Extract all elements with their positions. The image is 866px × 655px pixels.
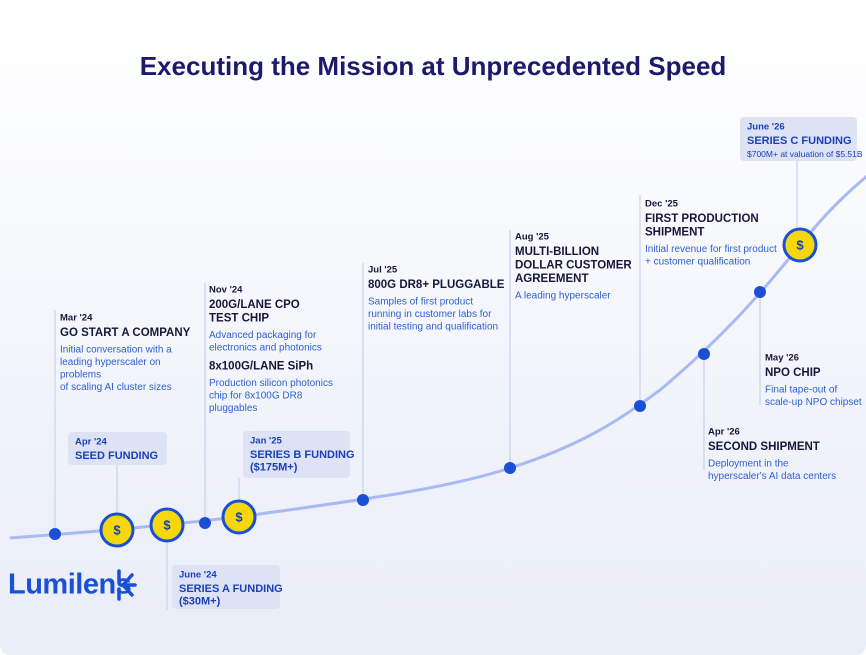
logo-text: Lumilens xyxy=(8,569,131,601)
milestone-subtitle: 8x100G/LANE SiPh xyxy=(209,361,313,373)
funding-box xyxy=(243,431,350,478)
milestone-date: Dec '25 xyxy=(645,199,679,210)
funding-title: ($175M+) xyxy=(250,461,298,473)
funding-coin xyxy=(149,507,185,543)
milestone-description: pluggables xyxy=(209,403,257,414)
milestone-title: SECOND SHIPMENT xyxy=(708,441,820,453)
logo-icon xyxy=(117,569,137,601)
milestone-title: DOLLAR CUSTOMER xyxy=(515,260,632,272)
milestone-date: Apr '26 xyxy=(708,427,740,438)
milestone-title: 800G DR8+ PLUGGABLE xyxy=(368,279,505,291)
milestone-title: GO START A COMPANY xyxy=(60,327,191,339)
milestone-description: Production silicon photonics xyxy=(209,378,333,389)
funding-title: SEED FUNDING xyxy=(75,450,158,462)
funding-box xyxy=(172,565,280,609)
milestone-description: problems xyxy=(60,370,101,381)
milestone-description: initial testing and qualification xyxy=(368,322,498,333)
milestone-dots xyxy=(49,286,766,540)
funding-date: Apr '24 xyxy=(75,437,108,448)
coin-symbol: $ xyxy=(113,522,121,537)
milestone-title: TEST CHIP xyxy=(209,313,269,325)
milestone-title: 200G/LANE CPO xyxy=(209,299,300,311)
funding-coin xyxy=(99,512,135,548)
funding-note: $700M+ at valuation of $5.51B xyxy=(747,149,863,159)
milestone-description: running in customer labs for xyxy=(368,309,492,320)
milestone-description: A leading hyperscaler xyxy=(515,291,611,302)
milestone-date: Aug '25 xyxy=(515,232,550,243)
milestone-description: Samples of first product xyxy=(368,297,473,308)
milestone-description: hyperscaler's AI data centers xyxy=(708,471,836,482)
milestone-title: AGREEMENT xyxy=(515,273,588,285)
milestone-date: Mar '24 xyxy=(60,313,93,324)
coin-symbol: $ xyxy=(796,237,804,252)
funding-title: ($30M+) xyxy=(179,595,221,607)
milestone-description: Initial revenue for first product xyxy=(645,244,777,255)
milestone-description: electronics and photonics xyxy=(209,343,322,354)
milestone-description: chip for 8x100G DR8 xyxy=(209,391,303,402)
coin-symbol: $ xyxy=(235,509,243,524)
milestone-date: Jul '25 xyxy=(368,265,398,276)
milestone-date: May '26 xyxy=(765,353,799,364)
funding-coin xyxy=(782,227,818,263)
funding-coin xyxy=(221,499,257,535)
funding-date: Jan '25 xyxy=(250,436,283,447)
funding-box xyxy=(68,432,167,465)
milestone-description: Deployment in the xyxy=(708,459,789,470)
milestone-title: MULTI-BILLION xyxy=(515,246,599,258)
funding-box xyxy=(740,117,857,161)
milestone-description: leading hyperscaler on xyxy=(60,357,161,368)
milestone-description: Initial conversation with a xyxy=(60,345,172,356)
funding-title: SERIES A FUNDING xyxy=(179,583,283,595)
coin-symbol: $ xyxy=(163,517,171,532)
connectors xyxy=(54,161,798,610)
milestone-title: NPO CHIP xyxy=(765,367,821,379)
milestone-title: SHIPMENT xyxy=(645,227,704,239)
funding-date: June '26 xyxy=(747,122,785,133)
milestone-description: Final tape-out of xyxy=(765,385,837,396)
funding-date: June '24 xyxy=(179,570,217,581)
milestone-description: scale-up NPO chipset xyxy=(765,397,862,408)
funding-title: SERIES C FUNDING xyxy=(747,135,852,147)
milestone-description: of scaling AI cluster sizes xyxy=(60,382,172,393)
funding-title: SERIES B FUNDING xyxy=(250,449,355,461)
milestone-description: + customer qualification xyxy=(645,257,750,268)
page-title: Executing the Mission at Unprecedented S… xyxy=(140,51,727,81)
milestone-title: FIRST PRODUCTION xyxy=(645,213,759,225)
milestone-date: Nov '24 xyxy=(209,285,243,296)
milestone-description: Advanced packaging for xyxy=(209,330,317,341)
